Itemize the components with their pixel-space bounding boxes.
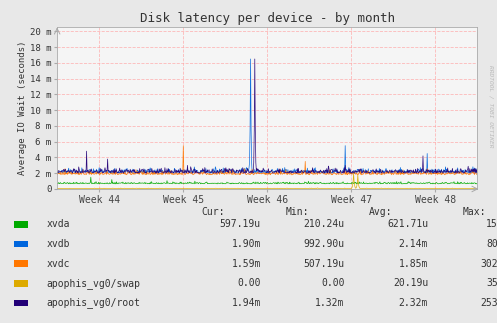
Bar — [14, 280, 28, 287]
Text: 15.38m: 15.38m — [487, 219, 497, 229]
Bar — [14, 260, 28, 267]
Text: Min:: Min: — [285, 207, 309, 217]
Text: 35.28m: 35.28m — [487, 278, 497, 288]
Text: 210.24u: 210.24u — [303, 219, 344, 229]
Text: apophis_vg0/root: apophis_vg0/root — [47, 297, 141, 308]
Text: apophis_vg0/swap: apophis_vg0/swap — [47, 278, 141, 289]
Text: xvda: xvda — [47, 219, 70, 229]
Text: 80.00m: 80.00m — [487, 239, 497, 249]
Text: 1.85m: 1.85m — [399, 259, 428, 269]
Text: 597.19u: 597.19u — [220, 219, 261, 229]
Text: 253.09m: 253.09m — [481, 298, 497, 308]
Y-axis label: Average IO Wait (seconds): Average IO Wait (seconds) — [18, 41, 27, 175]
Text: 1.59m: 1.59m — [232, 259, 261, 269]
Text: 2.14m: 2.14m — [399, 239, 428, 249]
Text: Cur:: Cur: — [202, 207, 225, 217]
Text: Max:: Max: — [463, 207, 486, 217]
Text: 0.00: 0.00 — [321, 278, 344, 288]
Text: 1.94m: 1.94m — [232, 298, 261, 308]
Text: 992.90u: 992.90u — [303, 239, 344, 249]
Text: 2.32m: 2.32m — [399, 298, 428, 308]
Text: 1.32m: 1.32m — [315, 298, 344, 308]
Text: 621.71u: 621.71u — [387, 219, 428, 229]
Text: xvdc: xvdc — [47, 259, 70, 269]
Title: Disk latency per device - by month: Disk latency per device - by month — [140, 12, 395, 25]
Text: xvdb: xvdb — [47, 239, 70, 249]
Bar — [14, 299, 28, 306]
Text: RRDTOOL / TOBI OETIKER: RRDTOOL / TOBI OETIKER — [488, 65, 493, 148]
Text: 302.02m: 302.02m — [481, 259, 497, 269]
Bar — [14, 221, 28, 228]
Bar — [14, 241, 28, 247]
Text: 0.00: 0.00 — [238, 278, 261, 288]
Text: 1.90m: 1.90m — [232, 239, 261, 249]
Text: 507.19u: 507.19u — [303, 259, 344, 269]
Text: 20.19u: 20.19u — [393, 278, 428, 288]
Text: Avg:: Avg: — [369, 207, 393, 217]
